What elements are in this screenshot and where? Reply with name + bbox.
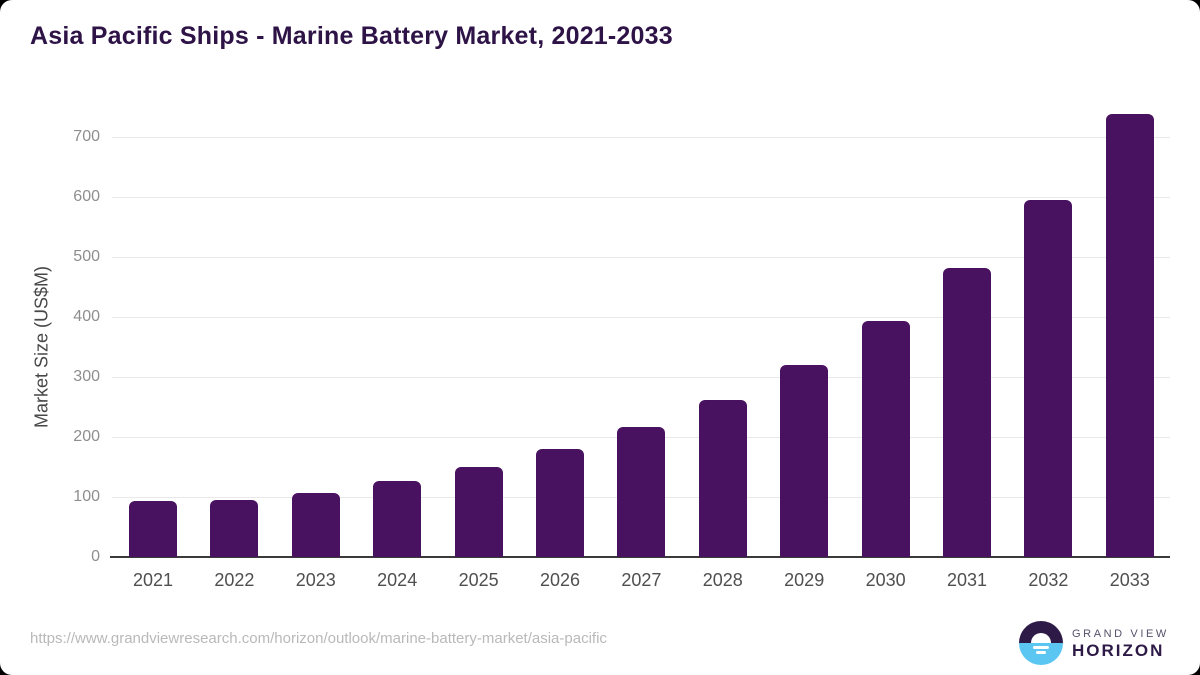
x-tick-label: 2021 [132, 570, 174, 590]
x-tick-label: 2025 [458, 570, 499, 590]
horizon-line-icon [1033, 646, 1049, 649]
x-tick-label: 2033 [1109, 570, 1150, 590]
x-axis-line [110, 556, 1170, 558]
brand-text: GRAND VIEW HORIZON [1072, 628, 1169, 659]
y-tick-label: 600 [73, 188, 100, 205]
bar [943, 267, 991, 557]
x-tick-label: 2031 [946, 570, 988, 590]
x-tick-label: 2028 [702, 570, 743, 590]
x-tick-label: 2029 [784, 570, 825, 590]
bar [861, 321, 910, 557]
y-tick-label: 300 [73, 368, 100, 385]
bar [373, 481, 422, 557]
brand-logo: GRAND VIEW HORIZON [1019, 621, 1169, 665]
y-tick-label: 100 [73, 488, 100, 505]
brand-name-bottom: HORIZON [1072, 640, 1165, 660]
bar [129, 501, 177, 557]
bar [617, 427, 666, 557]
y-tick-label: 500 [73, 248, 100, 265]
grid-line [112, 197, 1170, 198]
bar [454, 467, 503, 557]
bar [698, 399, 747, 557]
x-tick-label: 2022 [214, 570, 255, 590]
grid-line [112, 257, 1170, 258]
bar [1105, 114, 1154, 557]
y-tick-label: 200 [73, 428, 100, 445]
y-tick-label: 0 [91, 548, 100, 565]
grid-line [112, 377, 1170, 378]
bar [780, 365, 829, 557]
x-tick-label: 2032 [1028, 570, 1069, 590]
grid-line [112, 317, 1170, 318]
x-tick-label: 2023 [295, 570, 336, 590]
bar [291, 492, 340, 557]
bar [210, 500, 259, 557]
bar [1024, 200, 1073, 557]
y-tick-label: 400 [73, 308, 100, 325]
grid-line [112, 137, 1170, 138]
y-tick-label: 700 [73, 128, 100, 145]
grand-view-horizon-icon [1019, 621, 1063, 665]
sun-icon [1031, 633, 1051, 643]
chart-title: Asia Pacific Ships - Marine Battery Mark… [30, 22, 673, 50]
y-axis-title: Market Size (US$M) [31, 265, 52, 429]
x-tick-label: 2026 [539, 570, 581, 590]
x-tick-label: 2030 [865, 570, 906, 590]
bar [536, 449, 584, 557]
horizon-line-icon [1036, 651, 1046, 654]
brand-name-top: GRAND VIEW [1072, 627, 1169, 640]
x-tick-label: 2027 [621, 570, 662, 590]
x-tick-label: 2024 [377, 570, 418, 590]
source-url: https://www.grandviewresearch.com/horizo… [30, 630, 607, 647]
